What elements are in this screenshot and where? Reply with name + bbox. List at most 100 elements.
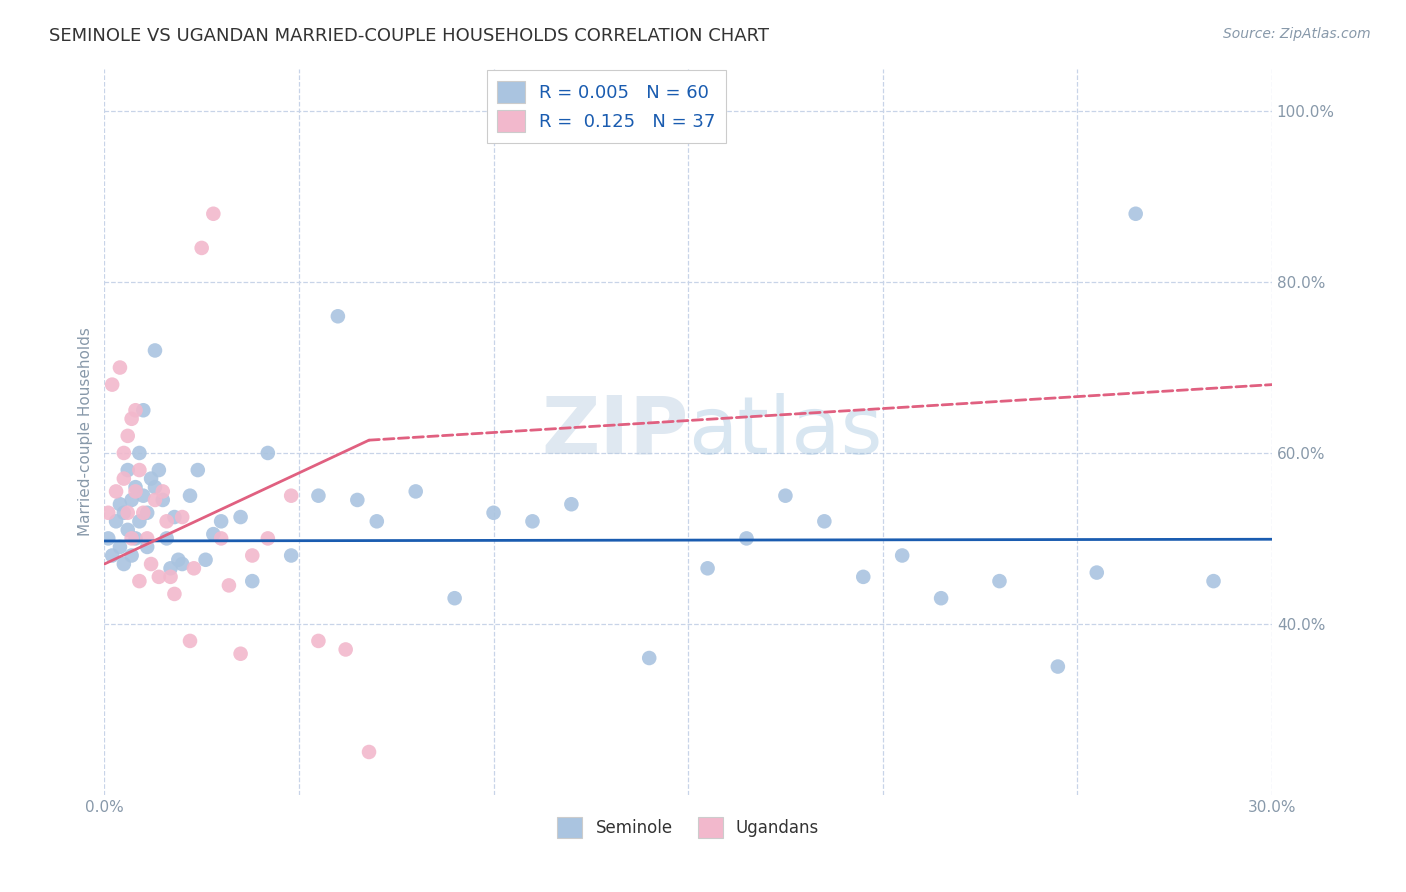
Point bbox=[179, 489, 201, 503]
Point bbox=[229, 647, 252, 661]
Point bbox=[638, 651, 661, 665]
Point bbox=[112, 472, 135, 486]
Point bbox=[117, 429, 139, 443]
Legend: Seminole, Ugandans: Seminole, Ugandans bbox=[551, 811, 825, 845]
Point bbox=[1202, 574, 1225, 588]
Text: ZIP: ZIP bbox=[541, 392, 688, 471]
Point bbox=[172, 557, 194, 571]
Point bbox=[891, 549, 914, 563]
Point bbox=[128, 574, 150, 588]
Point bbox=[159, 570, 181, 584]
Point bbox=[1046, 659, 1069, 673]
Point bbox=[256, 532, 278, 546]
Point bbox=[280, 549, 302, 563]
Point bbox=[152, 492, 174, 507]
Y-axis label: Married-couple Households: Married-couple Households bbox=[79, 327, 93, 536]
Point bbox=[813, 514, 835, 528]
Point bbox=[128, 514, 150, 528]
Point bbox=[124, 484, 146, 499]
Point bbox=[132, 506, 155, 520]
Point bbox=[121, 412, 143, 426]
Point bbox=[202, 207, 225, 221]
Point bbox=[101, 377, 124, 392]
Point bbox=[307, 634, 329, 648]
Point bbox=[139, 557, 162, 571]
Text: atlas: atlas bbox=[688, 392, 883, 471]
Point bbox=[229, 510, 252, 524]
Point bbox=[735, 532, 758, 546]
Point bbox=[148, 463, 170, 477]
Point bbox=[121, 532, 143, 546]
Point bbox=[522, 514, 544, 528]
Point bbox=[988, 574, 1011, 588]
Point bbox=[112, 506, 135, 520]
Point bbox=[852, 570, 875, 584]
Point bbox=[163, 510, 186, 524]
Point bbox=[405, 484, 427, 499]
Point bbox=[357, 745, 380, 759]
Point bbox=[117, 523, 139, 537]
Point bbox=[209, 532, 232, 546]
Point bbox=[240, 549, 263, 563]
Point bbox=[101, 549, 124, 563]
Point bbox=[124, 480, 146, 494]
Point bbox=[156, 514, 179, 528]
Point bbox=[121, 492, 143, 507]
Point bbox=[929, 591, 952, 606]
Point bbox=[136, 540, 159, 554]
Point bbox=[1125, 207, 1147, 221]
Point bbox=[152, 484, 174, 499]
Point bbox=[132, 489, 155, 503]
Point bbox=[124, 403, 146, 417]
Point bbox=[240, 574, 263, 588]
Point bbox=[132, 403, 155, 417]
Point bbox=[108, 360, 131, 375]
Point bbox=[346, 492, 368, 507]
Point bbox=[139, 472, 162, 486]
Point bbox=[187, 463, 209, 477]
Point bbox=[121, 549, 143, 563]
Point bbox=[696, 561, 718, 575]
Point bbox=[148, 570, 170, 584]
Point bbox=[128, 463, 150, 477]
Point bbox=[190, 241, 212, 255]
Point bbox=[143, 492, 166, 507]
Point bbox=[307, 489, 329, 503]
Point bbox=[280, 489, 302, 503]
Point bbox=[167, 553, 190, 567]
Point bbox=[443, 591, 465, 606]
Point bbox=[775, 489, 797, 503]
Point bbox=[183, 561, 205, 575]
Point bbox=[163, 587, 186, 601]
Point bbox=[366, 514, 388, 528]
Point bbox=[179, 634, 201, 648]
Text: SEMINOLE VS UGANDAN MARRIED-COUPLE HOUSEHOLDS CORRELATION CHART: SEMINOLE VS UGANDAN MARRIED-COUPLE HOUSE… bbox=[49, 27, 769, 45]
Point bbox=[560, 497, 582, 511]
Point bbox=[159, 561, 181, 575]
Point bbox=[97, 532, 120, 546]
Point bbox=[136, 506, 159, 520]
Point bbox=[172, 510, 194, 524]
Point bbox=[143, 480, 166, 494]
Point bbox=[117, 463, 139, 477]
Point bbox=[335, 642, 357, 657]
Point bbox=[108, 540, 131, 554]
Point bbox=[1085, 566, 1108, 580]
Point bbox=[112, 557, 135, 571]
Point bbox=[128, 446, 150, 460]
Point bbox=[117, 506, 139, 520]
Point bbox=[143, 343, 166, 358]
Point bbox=[105, 484, 128, 499]
Point bbox=[124, 532, 146, 546]
Point bbox=[256, 446, 278, 460]
Point bbox=[97, 506, 120, 520]
Point bbox=[105, 514, 128, 528]
Point bbox=[209, 514, 232, 528]
Point bbox=[202, 527, 225, 541]
Point bbox=[194, 553, 217, 567]
Point bbox=[218, 578, 240, 592]
Text: Source: ZipAtlas.com: Source: ZipAtlas.com bbox=[1223, 27, 1371, 41]
Point bbox=[156, 532, 179, 546]
Point bbox=[482, 506, 505, 520]
Point bbox=[108, 497, 131, 511]
